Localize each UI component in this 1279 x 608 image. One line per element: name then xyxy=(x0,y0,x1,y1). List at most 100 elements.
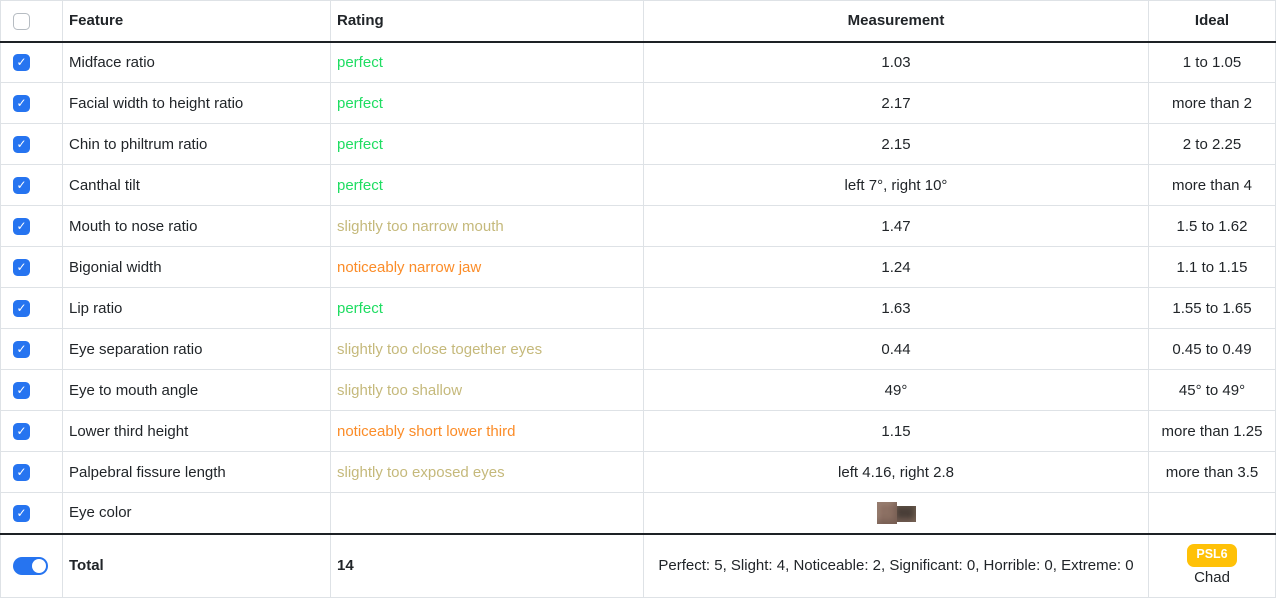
table-row-palpebral-fissure: ✓ Palpebral fissure length slightly too … xyxy=(0,451,1276,493)
rating-cell: noticeably narrow jaw xyxy=(330,246,644,288)
feature-cell: Canthal tilt xyxy=(62,164,331,206)
ideal-cell: 0.45 to 0.49 xyxy=(1148,328,1276,370)
column-header-rating: Rating xyxy=(330,0,644,43)
row-checkbox-cell: ✓ xyxy=(0,164,63,206)
row-checkbox-cell: ✓ xyxy=(0,369,63,411)
toggle-knob xyxy=(32,558,46,573)
table-row-lower-third: ✓ Lower third height noticeably short lo… xyxy=(0,410,1276,452)
feature-cell: Palpebral fissure length xyxy=(62,451,331,493)
ideal-cell: more than 3.5 xyxy=(1148,451,1276,493)
row-checkbox[interactable]: ✓ xyxy=(13,94,30,112)
row-checkbox[interactable]: ✓ xyxy=(13,54,30,72)
check-icon: ✓ xyxy=(16,218,27,233)
rating-cell: perfect xyxy=(330,123,644,165)
check-icon: ✓ xyxy=(16,259,27,274)
measurement-cell: 49° xyxy=(643,369,1149,411)
table-row-eye-color: ✓ Eye color xyxy=(0,492,1276,535)
feature-cell: Eye separation ratio xyxy=(62,328,331,370)
row-checkbox-cell: ✓ xyxy=(0,123,63,165)
measurement-cell: 0.44 xyxy=(643,328,1149,370)
total-row: Total 14 Perfect: 5, Slight: 4, Noticeab… xyxy=(0,533,1276,598)
eye-swatch-skin-part xyxy=(876,501,897,524)
measurement-cell: 1.47 xyxy=(643,205,1149,247)
row-checkbox[interactable]: ✓ xyxy=(13,135,30,153)
table-row-lip-ratio: ✓ Lip ratio perfect 1.63 1.55 to 1.65 xyxy=(0,287,1276,329)
measurement-cell: 1.15 xyxy=(643,410,1149,452)
check-icon: ✓ xyxy=(16,55,27,70)
eye-swatch-iris-part xyxy=(896,505,916,522)
column-header-feature: Feature xyxy=(62,0,331,43)
rating-cell: perfect xyxy=(330,41,644,83)
row-checkbox[interactable]: ✓ xyxy=(13,217,30,235)
row-checkbox-cell: ✓ xyxy=(0,246,63,288)
check-icon: ✓ xyxy=(16,300,27,315)
total-label: Total xyxy=(62,533,331,598)
check-icon: ✓ xyxy=(16,423,27,438)
psl-rating-cell: PSL6 Chad xyxy=(1148,533,1276,598)
total-summary: Perfect: 5, Slight: 4, Noticeable: 2, Si… xyxy=(643,533,1149,598)
row-checkbox-cell: ✓ xyxy=(0,287,63,329)
select-all-checkbox[interactable] xyxy=(13,12,30,30)
feature-cell: Lower third height xyxy=(62,410,331,452)
row-checkbox[interactable]: ✓ xyxy=(13,299,30,317)
check-icon: ✓ xyxy=(16,464,27,479)
row-checkbox-cell: ✓ xyxy=(0,451,63,493)
rating-cell: perfect xyxy=(330,82,644,124)
row-checkbox[interactable]: ✓ xyxy=(13,463,30,481)
rating-cell: noticeably short lower third xyxy=(330,410,644,452)
rating-cell: slightly too close together eyes xyxy=(330,328,644,370)
table-row-fwhr: ✓ Facial width to height ratio perfect 2… xyxy=(0,82,1276,124)
measurement-cell: 2.15 xyxy=(643,123,1149,165)
check-icon: ✓ xyxy=(16,95,27,110)
ideal-cell: 45° to 49° xyxy=(1148,369,1276,411)
select-all-cell xyxy=(0,0,63,43)
rating-cell: slightly too narrow mouth xyxy=(330,205,644,247)
rating-cell: perfect xyxy=(330,164,644,206)
measurement-cell: 1.63 xyxy=(643,287,1149,329)
check-icon: ✓ xyxy=(16,505,27,520)
measurement-cell: left 4.16, right 2.8 xyxy=(643,451,1149,493)
table-row-chin-philtrum: ✓ Chin to philtrum ratio perfect 2.15 2 … xyxy=(0,123,1276,165)
table-row-eye-mouth-angle: ✓ Eye to mouth angle slightly too shallo… xyxy=(0,369,1276,411)
ideal-cell xyxy=(1148,492,1276,535)
feature-cell: Midface ratio xyxy=(62,41,331,83)
check-icon: ✓ xyxy=(16,136,27,151)
row-checkbox-cell: ✓ xyxy=(0,41,63,83)
total-toggle-switch[interactable] xyxy=(13,556,48,575)
row-checkbox-cell: ✓ xyxy=(0,205,63,247)
ideal-cell: 1.5 to 1.62 xyxy=(1148,205,1276,247)
rating-cell: perfect xyxy=(330,287,644,329)
rating-cell xyxy=(330,492,644,535)
feature-cell: Chin to philtrum ratio xyxy=(62,123,331,165)
measurement-cell: 1.24 xyxy=(643,246,1149,288)
check-icon: ✓ xyxy=(16,382,27,397)
row-checkbox[interactable]: ✓ xyxy=(13,504,30,522)
row-checkbox-cell: ✓ xyxy=(0,410,63,452)
row-checkbox[interactable]: ✓ xyxy=(13,176,30,194)
row-checkbox[interactable]: ✓ xyxy=(13,381,30,399)
ideal-cell: more than 4 xyxy=(1148,164,1276,206)
column-header-ideal: Ideal xyxy=(1148,0,1276,43)
row-checkbox[interactable]: ✓ xyxy=(13,422,30,440)
psl-caption: Chad xyxy=(1194,568,1230,586)
table-row-eye-separation: ✓ Eye separation ratio slightly too clos… xyxy=(0,328,1276,370)
measurement-cell xyxy=(643,492,1149,535)
table-row-canthal-tilt: ✓ Canthal tilt perfect left 7°, right 10… xyxy=(0,164,1276,206)
ideal-cell: more than 2 xyxy=(1148,82,1276,124)
table-row-bigonial-width: ✓ Bigonial width noticeably narrow jaw 1… xyxy=(0,246,1276,288)
feature-cell: Facial width to height ratio xyxy=(62,82,331,124)
measurement-cell: 2.17 xyxy=(643,82,1149,124)
rating-cell: slightly too shallow xyxy=(330,369,644,411)
row-checkbox-cell: ✓ xyxy=(0,492,63,535)
row-checkbox-cell: ✓ xyxy=(0,328,63,370)
feature-cell: Mouth to nose ratio xyxy=(62,205,331,247)
row-checkbox[interactable]: ✓ xyxy=(13,340,30,358)
ideal-cell: 1.55 to 1.65 xyxy=(1148,287,1276,329)
row-checkbox-cell: ✓ xyxy=(0,82,63,124)
measurement-cell: 1.03 xyxy=(643,41,1149,83)
row-checkbox[interactable]: ✓ xyxy=(13,258,30,276)
feature-cell: Bigonial width xyxy=(62,246,331,288)
feature-cell: Eye to mouth angle xyxy=(62,369,331,411)
